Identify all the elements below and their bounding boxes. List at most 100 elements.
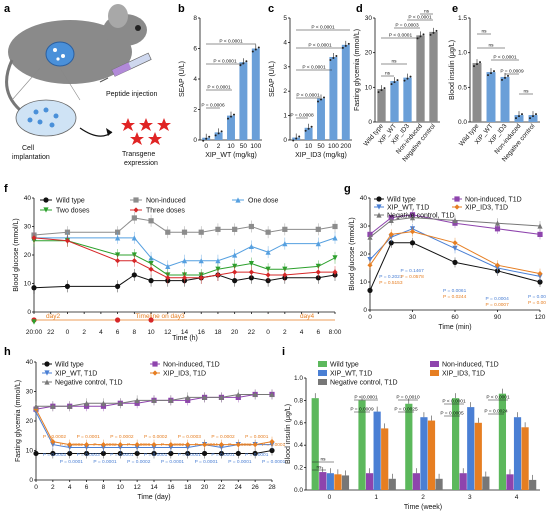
chart-g-point [388,231,394,237]
chart-i-pvalue: ns [316,466,322,471]
chart-e-ytick-label: 0.5 [458,84,467,91]
chart-f-xtick-label: 6 [116,329,120,336]
chart-h-point [235,442,241,448]
chart-f-point [181,229,188,235]
chart-f-legend-label: One dose [248,198,278,205]
chart-i-ytick-label: 0.0 [294,487,303,494]
chart-i-ytick-label: 0.6 [294,420,303,427]
chart-i-xtick-label: 0 [328,494,332,501]
chart-e-pvalue: ns [488,44,494,49]
chart-h-ytick-label: 0 [29,477,33,484]
chart-g-point [494,226,501,232]
chart-d-point [432,31,435,34]
chart-c-ytick-label: 4 [283,39,287,46]
chart-i-bar [498,393,507,490]
chart-f-ytick-label: 40 [24,195,32,202]
chart-h-pvalue-orange: P = 0.0001 [262,442,286,448]
chart-e-point [504,76,506,79]
chart-h-point [151,397,157,403]
chart-f-timeline-day3: Timeline on day3 [135,313,185,320]
chart-b-bar [239,62,248,140]
chart-e-point [529,117,531,120]
chart-f-ytick-label: 20 [24,252,32,259]
chart-f-point [148,278,154,284]
chart-g-xtick-label: 90 [494,314,502,321]
chart-i-pvalue: P < 0.0001 [354,395,378,401]
chart-f-point [64,238,71,244]
chart-i-bar [358,400,366,490]
chart-h-point [33,403,39,409]
chart-g-xlabel: Time (min) [438,324,471,331]
chart-b-ytick-label: 6 [193,46,197,53]
chart-h-xtick-label: 22 [218,484,226,491]
peptide-injection-label: Peptide injection [106,91,157,98]
chart-e-pvalue: ns [523,90,529,95]
chart-b-point [254,48,257,51]
chart-h-pvalue-orange: P = 0.0001 [77,434,101,440]
chart-e-point [476,63,478,66]
chart-h-xtick-label: 18 [184,484,192,491]
chart-h-point [33,450,39,457]
chart-b-xtick-label: 10 [227,143,235,150]
syringe-icon [99,52,152,83]
panel-label-h: h [4,346,11,358]
chart-h-point [117,450,123,457]
chart-f-point [282,241,288,247]
chart-g-legend-marker [454,196,460,202]
chart-g-legend-label: XIP_ID3, T1D [465,205,508,212]
chart-c-ytick-label: 1 [283,113,287,120]
chart-f-legend-label: Wild type [56,198,85,205]
chart-i-legend-swatch [430,370,439,376]
chart-f-xtick-label: 16 [198,329,206,336]
chart-i-pvalue: P < 0.0001 [486,395,510,401]
chart-d-point [393,81,396,84]
chart-h-point [201,394,208,400]
chart-h-point [185,450,191,457]
chart-c-point [292,139,295,142]
chart-c-xlabel: XIP_ID3 (mg/kg) [295,152,347,159]
chart-f-point [265,272,271,278]
chart-i-bar [521,427,529,490]
chart-f-point [198,258,204,264]
chart-c-point [307,127,310,130]
chart-h-point [134,397,140,403]
chart-i-ytick-label: 0.8 [294,397,303,404]
chart-i-bar [427,420,436,490]
chart-i-pvalue: ns [320,458,326,463]
chart-i-pvalue: P = 0.0024 [484,409,508,415]
chart-f-point [315,269,321,275]
chart-f-point [265,249,271,255]
chart-h-legend-marker [44,361,50,367]
chart-h-pvalue-blue: P = 0.0001 [110,452,134,458]
chart-b-pvalue: P < 0.0001 [219,39,243,45]
chart-h-ytick-label: 20 [26,418,34,425]
chart-g-point [367,262,373,268]
chart-h-pvalue-orange: P = 0.0006 [127,442,151,448]
chart-b-xtick-label: 0 [204,143,208,150]
chart-f-point [115,235,121,241]
chart-f-point [198,229,204,235]
chart-i-bar [334,474,342,490]
chart-f-xtick-label: 4 [300,329,304,336]
chart-i-legend-swatch [318,379,327,385]
chart-g-point [452,217,458,223]
chart-g-point [388,240,394,246]
chart-e-point [493,70,495,73]
chart-f-xtick-label: 22 [47,329,55,336]
chart-h-pvalue-blue: P = 0.0001 [93,459,117,465]
chart-d-ylabel: Fasting glycemia (mmol/L) [354,29,361,111]
chart-e-ylabel: Blood insulin (μg/L) [449,40,456,100]
chart-f-point [215,272,221,278]
chart-h-point [67,442,73,448]
chart-f-xtick-label: 6 [316,329,320,336]
chart-d-point [396,79,399,82]
panel-label-g: g [344,183,351,195]
chart-f-legend-marker [133,207,139,213]
chart-f-legend-marker [43,207,49,213]
chart-c-bar [341,44,350,141]
chart-c-xtick-label: 50 [317,143,325,150]
chart-c-pvalue: P < 0.0001 [302,65,326,71]
chart-i-ytick-label: 0.4 [294,442,303,449]
chart-f-xtick-label: 10 [147,329,155,336]
chart-c-xtick-label: 10 [305,143,313,150]
